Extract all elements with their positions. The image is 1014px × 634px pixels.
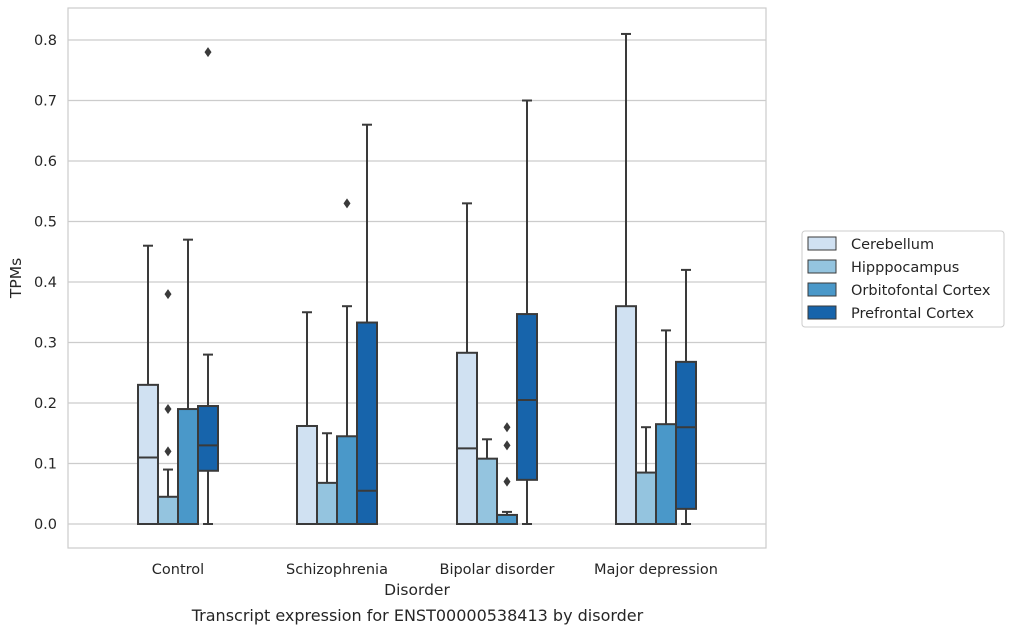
x-tick-label: Major depression — [594, 562, 718, 578]
box-rect — [197, 405, 219, 472]
y-tick-label: 0.6 — [34, 154, 57, 170]
box-rect — [296, 424, 318, 525]
box-rect — [496, 513, 518, 525]
box-3-2 — [516, 99, 538, 525]
box-rect — [316, 481, 338, 525]
legend: Cerebellum Hipppocampus Orbitofontal Corte… — [801, 230, 1005, 328]
box-3-3 — [675, 268, 697, 525]
box-rect — [635, 471, 657, 526]
x-axis-label: Disorder — [384, 581, 450, 599]
box-3-1 — [356, 123, 378, 525]
box-rect — [137, 383, 159, 525]
y-tick-label: 0.0 — [34, 517, 57, 533]
legend-swatch — [807, 236, 837, 251]
box-1-0 — [157, 289, 179, 525]
box-0-1 — [296, 311, 318, 525]
outlier-marker — [343, 198, 351, 209]
y-tick-label: 0.5 — [34, 215, 57, 231]
y-axis-label: TPMs — [7, 258, 25, 299]
box-2-1 — [336, 198, 358, 525]
box-rect — [177, 408, 199, 525]
y-tick-label: 0.3 — [34, 336, 57, 352]
outlier-marker — [503, 440, 511, 451]
box-0-2 — [456, 202, 478, 525]
y-tick-label: 0.2 — [34, 396, 57, 412]
box-rect — [157, 495, 179, 525]
box-0-3 — [615, 32, 637, 526]
legend-label: Hipppocampus — [851, 260, 959, 276]
box-groups — [137, 32, 697, 526]
y-tick-labels: 0.0 0.1 0.2 0.3 0.4 0.5 0.6 0.7 0.8 — [34, 33, 57, 533]
x-tick-label: Bipolar disorder — [440, 562, 555, 578]
legend-frame — [801, 230, 1005, 328]
legend-label: Cerebellum — [851, 237, 934, 253]
box-3-0 — [197, 47, 219, 525]
box-rect — [675, 360, 697, 510]
x-tick-label: Control — [152, 562, 204, 578]
figure-caption: Transcript expression for ENST0000053841… — [191, 606, 644, 625]
box-rect — [336, 435, 358, 525]
y-tick-label: 0.7 — [34, 94, 57, 110]
box-2-0 — [177, 238, 199, 525]
outlier-marker — [204, 47, 212, 58]
box-rect — [476, 457, 498, 525]
legend-swatch — [807, 282, 837, 297]
y-tick-label: 0.8 — [34, 33, 57, 49]
outlier-marker — [164, 446, 172, 457]
x-tick-label: Schizophrenia — [286, 562, 388, 578]
box-rect — [655, 423, 677, 525]
y-tick-label: 0.1 — [34, 457, 57, 473]
box-rect — [615, 305, 637, 526]
outlier-marker — [503, 422, 511, 433]
box-rect — [516, 313, 538, 481]
y-tick-label: 0.4 — [34, 275, 57, 291]
box-1-2 — [476, 438, 498, 525]
legend-label: Prefrontal Cortex — [851, 306, 974, 322]
outlier-marker — [503, 476, 511, 487]
legend-swatch — [807, 259, 837, 274]
legend-swatch — [807, 305, 837, 320]
box-0-0 — [137, 244, 159, 525]
plot-frame — [67, 7, 767, 549]
box-rect — [356, 321, 378, 525]
legend-label: Orbitofontal Cortex — [851, 283, 991, 299]
box-2-2 — [496, 422, 518, 525]
x-tick-labels: Control Schizophrenia Bipolar disorder Majo… — [152, 562, 718, 578]
box-rect — [456, 351, 478, 525]
outlier-marker — [164, 404, 172, 415]
outlier-marker — [164, 289, 172, 300]
